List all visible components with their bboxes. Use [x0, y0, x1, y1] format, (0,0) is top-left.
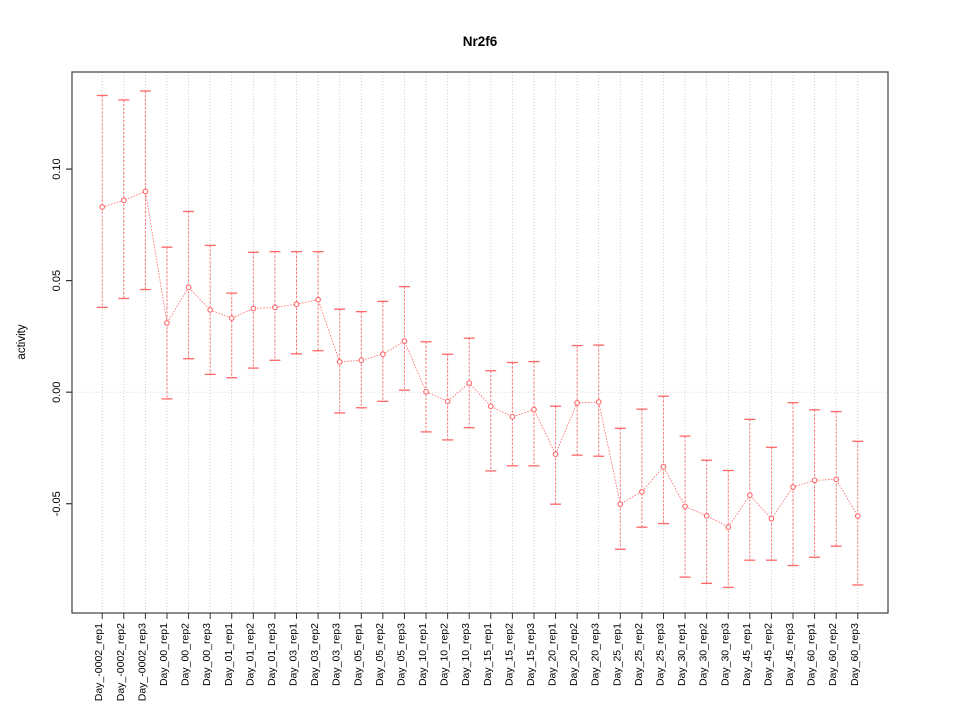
- svg-text:Day_01_rep3: Day_01_rep3: [266, 623, 278, 686]
- svg-text:Day_01_rep2: Day_01_rep2: [244, 623, 256, 686]
- svg-text:Day_05_rep3: Day_05_rep3: [395, 623, 407, 686]
- svg-text:Day_45_rep2: Day_45_rep2: [762, 623, 774, 686]
- svg-text:Day_45_rep3: Day_45_rep3: [784, 623, 796, 686]
- svg-text:Day_-0002_rep1: Day_-0002_rep1: [93, 623, 105, 701]
- svg-text:Day_05_rep2: Day_05_rep2: [374, 623, 386, 686]
- svg-text:Day_30_rep3: Day_30_rep3: [719, 623, 731, 686]
- svg-text:Day_45_rep1: Day_45_rep1: [741, 623, 753, 686]
- svg-text:-0.05: -0.05: [51, 491, 63, 516]
- svg-text:Day_60_rep1: Day_60_rep1: [806, 623, 818, 686]
- svg-text:Day_01_rep1: Day_01_rep1: [223, 623, 235, 686]
- svg-text:Day_00_rep3: Day_00_rep3: [201, 623, 213, 686]
- svg-text:Day_30_rep1: Day_30_rep1: [676, 623, 688, 686]
- svg-text:0.10: 0.10: [51, 158, 63, 179]
- svg-text:Day_15_rep1: Day_15_rep1: [482, 623, 494, 686]
- svg-text:Day_20_rep1: Day_20_rep1: [547, 623, 559, 686]
- svg-text:Day_10_rep1: Day_10_rep1: [417, 623, 429, 686]
- svg-text:Day_-0002_rep3: Day_-0002_rep3: [136, 623, 148, 701]
- svg-text:Day_05_rep1: Day_05_rep1: [352, 623, 364, 686]
- svg-text:Day_30_rep2: Day_30_rep2: [698, 623, 710, 686]
- svg-text:0.00: 0.00: [51, 381, 63, 402]
- svg-text:0.05: 0.05: [51, 270, 63, 291]
- svg-text:Day_25_rep1: Day_25_rep1: [611, 623, 623, 686]
- svg-text:Day_25_rep3: Day_25_rep3: [654, 623, 666, 686]
- svg-text:Day_10_rep2: Day_10_rep2: [439, 623, 451, 686]
- svg-text:Day_60_rep3: Day_60_rep3: [849, 623, 861, 686]
- svg-text:Day_20_rep2: Day_20_rep2: [568, 623, 580, 686]
- svg-text:Day_03_rep1: Day_03_rep1: [288, 623, 300, 686]
- svg-text:Day_25_rep2: Day_25_rep2: [633, 623, 645, 686]
- svg-text:Day_15_rep3: Day_15_rep3: [525, 623, 537, 686]
- svg-text:Day_15_rep2: Day_15_rep2: [503, 623, 515, 686]
- svg-text:Day_-0002_rep2: Day_-0002_rep2: [115, 623, 127, 701]
- svg-text:Day_03_rep2: Day_03_rep2: [309, 623, 321, 686]
- svg-text:Day_60_rep2: Day_60_rep2: [827, 623, 839, 686]
- svg-text:Day_00_rep2: Day_00_rep2: [180, 623, 192, 686]
- svg-text:Day_10_rep3: Day_10_rep3: [460, 623, 472, 686]
- svg-text:Day_00_rep1: Day_00_rep1: [158, 623, 170, 686]
- svg-text:Day_20_rep3: Day_20_rep3: [590, 623, 602, 686]
- svg-text:Day_03_rep3: Day_03_rep3: [331, 623, 343, 686]
